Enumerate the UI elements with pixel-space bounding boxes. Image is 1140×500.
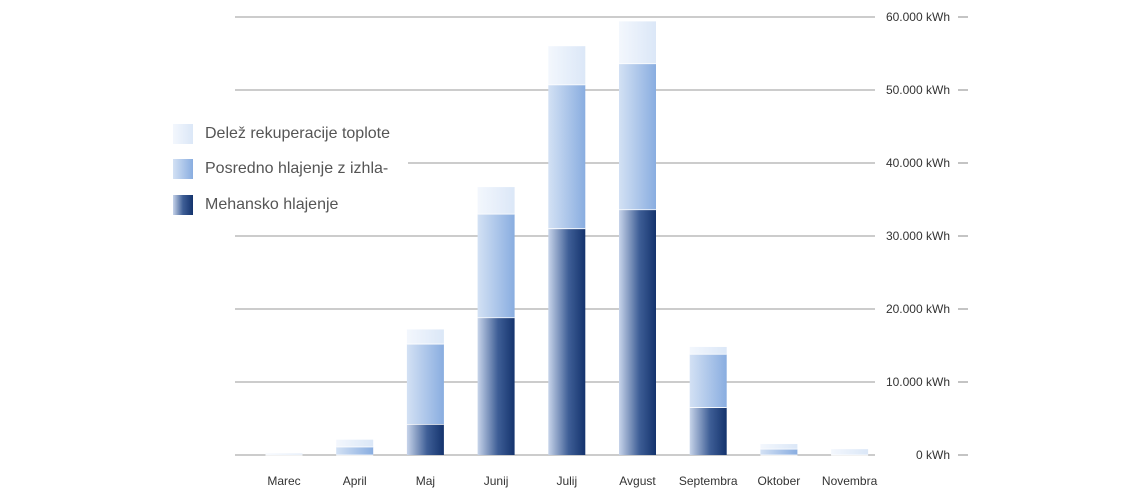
bar-segment (477, 317, 515, 455)
legend-swatch-indirect-cooling (173, 159, 193, 180)
y-tick-label: 30.000 kWh (886, 229, 950, 243)
x-tick-label: Maj (416, 474, 435, 488)
bar-segment (265, 453, 303, 455)
bar-segment (477, 214, 515, 318)
bar-segment (760, 449, 798, 455)
x-tick-label: Marec (267, 474, 300, 488)
bar-segment (336, 439, 374, 447)
tick-labels: 0 kWh 10.000 kWh 20.000 kWh 30.000 kWh 40.00… (267, 10, 950, 488)
legend-item-mechanical-cooling: Mehansko hlajenje (173, 187, 390, 223)
bar-segment (406, 424, 444, 455)
bar-segment (406, 329, 444, 345)
bar-segment (477, 187, 515, 215)
bar-segment (619, 63, 656, 210)
bar-segment (406, 344, 444, 425)
legend: Delež rekuperacije toplote Posredno hlaj… (173, 116, 408, 229)
y-tick-label: 40.000 kWh (886, 156, 950, 170)
bar-segment (689, 346, 727, 355)
bar-segment (760, 444, 798, 450)
bar-segment (831, 449, 869, 455)
legend-swatch-mechanical-cooling (173, 194, 193, 215)
bar-segment (619, 21, 656, 64)
bar-segment (619, 209, 656, 455)
legend-label-mechanical-cooling: Mehansko hlajenje (205, 195, 339, 213)
y-tick-label: 20.000 kWh (886, 302, 950, 316)
bar-segment (689, 407, 727, 455)
bar-segment (548, 228, 586, 455)
bar-segment (548, 46, 586, 85)
legend-swatch-heat-recovery (173, 123, 193, 144)
y-tick-label: 0 kWh (916, 448, 950, 462)
bar-segment (336, 446, 374, 455)
legend-label-heat-recovery: Delež rekuperacije toplote (205, 124, 390, 142)
x-tick-label: Junij (484, 474, 509, 488)
legend-label-indirect-cooling: Posredno hlajenje z izhla- (205, 160, 389, 178)
bar-segment (548, 84, 586, 229)
x-tick-label: Julij (556, 474, 577, 488)
bar-segment (689, 354, 727, 408)
legend-item-indirect-cooling: Posredno hlajenje z izhla- (173, 152, 390, 188)
x-tick-label: Oktober (758, 474, 801, 488)
y-tick-label: 50.000 kWh (886, 83, 950, 97)
y-tick-label: 10.000 kWh (886, 375, 950, 389)
x-tick-label: Novembra (822, 474, 878, 488)
x-tick-label: April (343, 474, 367, 488)
legend-item-heat-recovery: Delež rekuperacije toplote (173, 116, 390, 152)
bars (265, 21, 869, 456)
y-tick-label: 60.000 kWh (886, 10, 950, 24)
x-tick-label: Avgust (619, 474, 656, 488)
x-tick-label: Septembra (679, 474, 738, 488)
gridlines (235, 16, 968, 456)
